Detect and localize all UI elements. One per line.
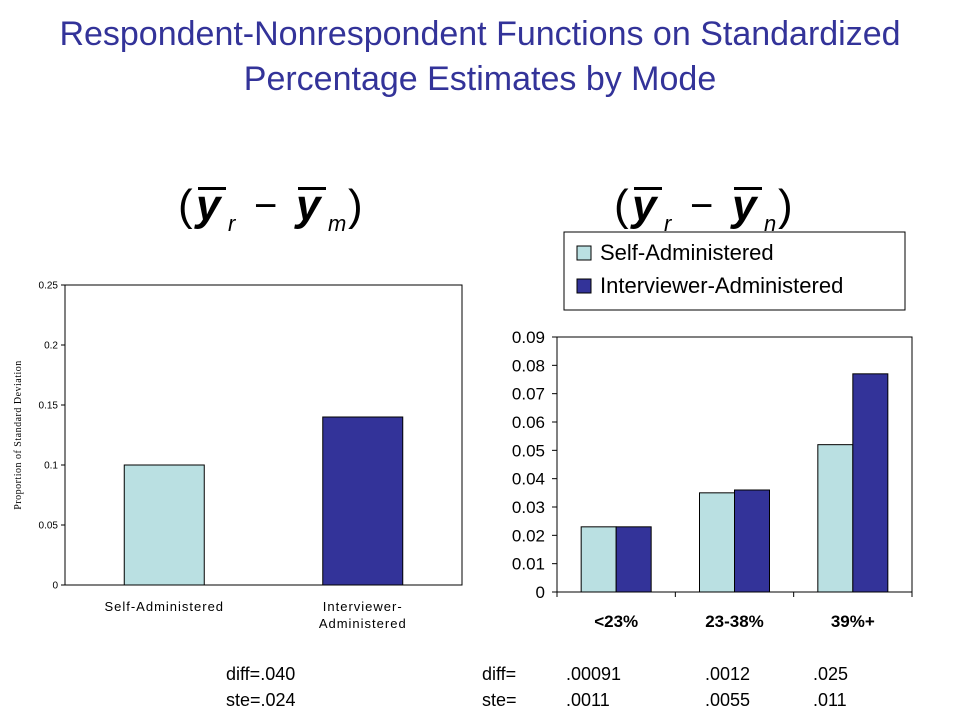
open-paren: (: [614, 181, 629, 230]
left-plot-area: [64, 284, 463, 586]
right-diff-value-1: .00091: [566, 664, 622, 684]
right-bar: [852, 373, 889, 593]
left-x-tick-label: Administered: [319, 616, 407, 631]
right-y-tick-label: 0.08: [512, 356, 545, 375]
right-ste-label: ste=: [482, 690, 517, 710]
left-y-tick-label: 0.2: [44, 341, 58, 352]
right-x-tick-label: <23%: [594, 612, 638, 631]
formula-right: ( y r − y n ): [614, 178, 814, 238]
close-paren: ): [778, 181, 793, 230]
left-ste: ste=.024: [226, 690, 296, 710]
open-paren: (: [178, 181, 193, 230]
left-y-tick-label: 0.1: [44, 461, 58, 472]
legend-swatch: [576, 245, 592, 261]
left-y-tick-label: 0.15: [39, 401, 59, 412]
left-bar: [322, 416, 404, 586]
right-x-tick-label: 39%+: [831, 612, 875, 631]
legend-swatch: [576, 278, 592, 294]
left-y-tick-label: 0.25: [39, 281, 59, 292]
legend-label: Interviewer-Administered: [600, 273, 843, 298]
close-paren: ): [348, 181, 363, 230]
right-bar: [734, 489, 770, 593]
left-y-tick-label: 0: [52, 581, 58, 592]
left-x-tick-label: Self-Administered: [104, 599, 224, 614]
right-ste-value-3: .011: [813, 690, 847, 710]
formula-minus: −: [254, 184, 278, 228]
left-diff: diff=.040: [226, 664, 296, 684]
left-bar: [123, 464, 205, 586]
right-diff-label: diff=: [482, 664, 517, 684]
right-diff-value-2: .0012: [705, 664, 751, 684]
right-bar: [615, 526, 652, 593]
right-ste-value-1: .0011: [566, 690, 610, 710]
formula-sub: r: [228, 211, 236, 236]
legend-label: Self-Administered: [600, 240, 774, 265]
formula-y: y: [296, 181, 321, 230]
right-y-tick-label: 0.02: [512, 526, 545, 545]
right-y-tick-label: 0: [536, 583, 545, 602]
formula-minus: −: [690, 184, 714, 228]
left-y-tick-label: 0.05: [39, 521, 59, 532]
right-bar: [699, 492, 735, 593]
right-y-tick-label: 0.06: [512, 413, 545, 432]
mean-bar: [198, 187, 226, 190]
formula-sub: m: [328, 211, 347, 236]
mean-bar: [298, 187, 326, 190]
right-y-tick-label: 0.04: [512, 470, 545, 489]
right-ste-value-2: .0055: [705, 690, 751, 710]
right-bar: [580, 526, 617, 593]
right-diff-value-3: .025: [813, 664, 849, 684]
left-x-tick-label: Interviewer-: [323, 599, 403, 614]
right-y-tick-label: 0.03: [512, 498, 545, 517]
formula-y: y: [732, 181, 757, 230]
right-y-tick-label: 0.07: [512, 385, 545, 404]
right-x-tick-label: 23-38%: [705, 612, 764, 631]
right-y-tick-label: 0.09: [512, 328, 545, 347]
formula-y: y: [632, 181, 657, 230]
formula-y: y: [196, 181, 221, 230]
left-y-axis-label: Proportion of Standard Deviation: [13, 360, 24, 510]
slide-title: Respondent-Nonrespondent Functions on St…: [59, 15, 901, 98]
right-y-tick-label: 0.01: [512, 555, 545, 574]
formula-sub: n: [764, 211, 777, 236]
formula-sub: r: [664, 211, 672, 236]
right-y-tick-label: 0.05: [512, 441, 545, 460]
formula-left: ( y r − y m ): [178, 178, 378, 238]
mean-bar: [734, 187, 762, 190]
mean-bar: [634, 187, 662, 190]
right-bar: [817, 444, 854, 593]
legend-box: [563, 231, 906, 311]
